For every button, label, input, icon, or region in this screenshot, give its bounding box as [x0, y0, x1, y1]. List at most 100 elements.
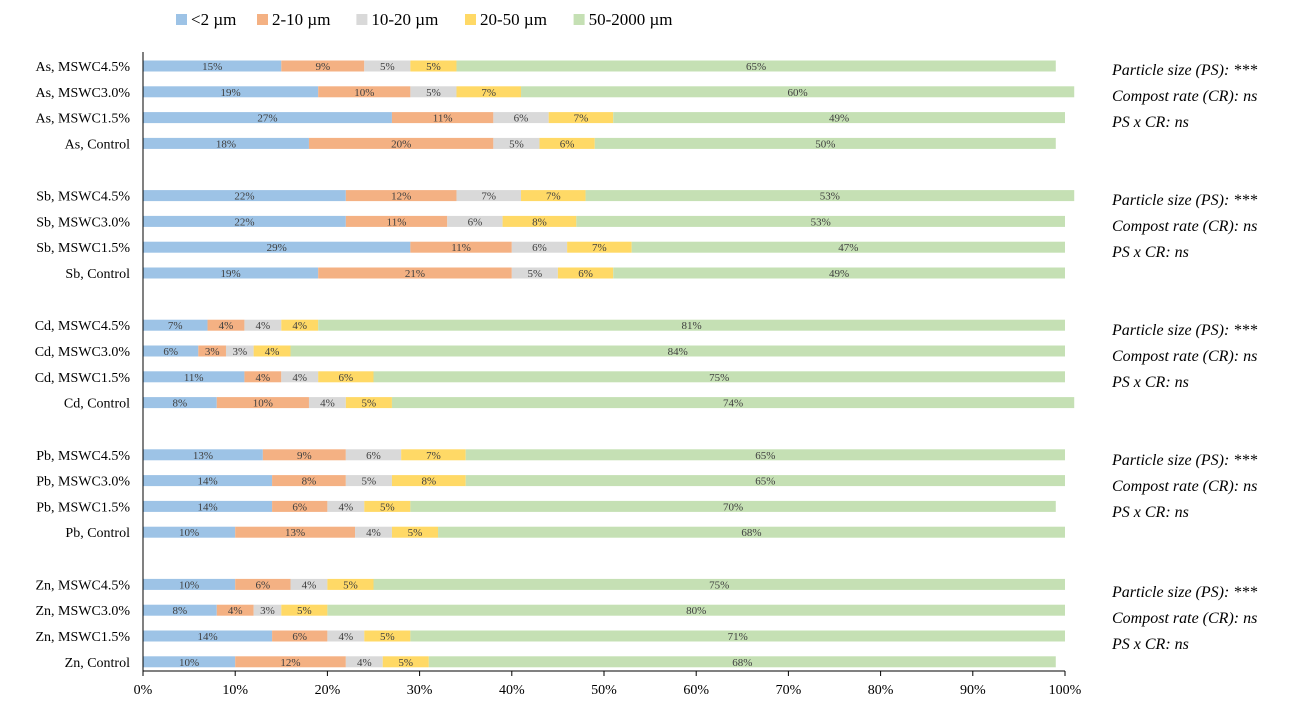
bar-segment — [401, 449, 466, 461]
x-tick-label: 40% — [499, 683, 525, 698]
legend-item: 20-50 µm — [465, 10, 547, 29]
data-label: 65% — [746, 61, 766, 73]
bar-segment — [143, 526, 236, 538]
data-label: 19% — [221, 87, 241, 99]
stats-annotation-sb: Particle size (PS): *** Compost rate (CR… — [1112, 188, 1257, 266]
bar-segment — [143, 319, 208, 331]
category-label: Zn, Control — [65, 656, 130, 671]
data-label: 4% — [357, 657, 372, 669]
stats-ps-line: Particle size (PS): *** — [1112, 452, 1258, 469]
bar-segment — [364, 630, 411, 642]
data-label: 8% — [302, 476, 317, 488]
bar-segment — [410, 60, 457, 72]
stats-cr-line: Compost rate (CR): ns — [1112, 610, 1258, 627]
bar-segment — [281, 60, 365, 72]
bar-segment — [373, 371, 1065, 383]
bar-segment — [345, 397, 392, 409]
data-label: 6% — [292, 501, 307, 513]
x-tick-label: 50% — [591, 683, 617, 698]
data-label: 7% — [168, 320, 183, 332]
stats-cr-line: Compost rate (CR): ns — [1112, 478, 1258, 495]
data-label: 6% — [578, 268, 593, 280]
data-label: 49% — [829, 268, 849, 280]
data-label: 47% — [838, 242, 858, 254]
data-label: 14% — [197, 631, 217, 643]
bar-segment — [594, 137, 1056, 149]
data-label: 22% — [234, 191, 254, 203]
bar-segment — [438, 526, 1065, 538]
bar-segment — [364, 60, 411, 72]
data-label: 49% — [829, 113, 849, 125]
bar-segment — [272, 500, 328, 512]
legend-swatch — [573, 14, 585, 25]
x-tick-label: 60% — [683, 683, 709, 698]
bar-segment — [143, 60, 282, 72]
bar-segment — [143, 215, 346, 227]
stats-ps-line: Particle size (PS): *** — [1112, 322, 1258, 339]
data-label: 68% — [732, 657, 752, 669]
data-label: 4% — [292, 372, 307, 384]
bar-segment — [253, 345, 291, 357]
stats-ps-line: Particle size (PS): *** — [1112, 192, 1258, 209]
data-label: 84% — [668, 346, 688, 358]
data-label: 8% — [532, 216, 547, 228]
x-tick-label: 20% — [315, 683, 341, 698]
bar-segment — [235, 656, 346, 668]
data-label: 7% — [592, 242, 607, 254]
data-label: 9% — [315, 61, 330, 73]
stats-annotation-zn: Particle size (PS): *** Compost rate (CR… — [1112, 580, 1257, 658]
stats-cr-line: Compost rate (CR): ns — [1112, 88, 1258, 105]
data-label: 6% — [468, 216, 483, 228]
stats-annotation-cd: Particle size (PS): *** Compost rate (CR… — [1112, 318, 1257, 396]
stats-interaction-line: PS x CR: ns — [1112, 374, 1189, 391]
data-label: 10% — [253, 398, 273, 410]
category-label: Sb, Control — [65, 267, 130, 282]
category-label: As, MSWC1.5% — [35, 112, 130, 127]
data-label: 5% — [380, 61, 395, 73]
bar-segment — [143, 656, 236, 668]
data-label: 9% — [297, 450, 312, 462]
stats-annotation-as: Particle size (PS): *** Compost rate (CR… — [1112, 58, 1257, 136]
bar-segment — [281, 319, 319, 331]
bar-segment — [143, 137, 309, 149]
bar-segment — [244, 319, 282, 331]
bar-segment — [465, 449, 1065, 461]
data-label: 6% — [163, 346, 178, 358]
data-label: 50% — [815, 138, 835, 150]
bar-segment — [281, 604, 328, 616]
data-label: 6% — [256, 579, 271, 591]
bar-segment — [290, 578, 328, 590]
data-label: 6% — [339, 372, 354, 384]
legend-swatch — [257, 14, 268, 25]
bar-segment — [410, 630, 1065, 642]
data-label: 13% — [193, 450, 213, 462]
bar-segment — [327, 630, 365, 642]
bar-segment — [382, 656, 429, 668]
category-label: Sb, MSWC1.5% — [36, 241, 130, 256]
bar-segment — [373, 578, 1065, 590]
data-label: 71% — [728, 631, 748, 643]
data-label: 15% — [202, 61, 222, 73]
bar-segment — [521, 86, 1075, 98]
data-label: 70% — [723, 501, 743, 513]
data-label: 8% — [173, 398, 188, 410]
legend-swatch — [356, 14, 368, 25]
category-label: Zn, MSWC4.5% — [36, 578, 131, 593]
data-label: 4% — [256, 320, 271, 332]
data-label: 7% — [546, 191, 561, 203]
bar-segment — [456, 86, 522, 98]
data-label: 14% — [197, 501, 217, 513]
data-label: 5% — [509, 138, 524, 150]
data-label: 4% — [228, 605, 243, 617]
bar-segment — [391, 526, 439, 538]
legend-label: 20-50 µm — [480, 10, 547, 29]
data-label: 14% — [197, 476, 217, 488]
bar-segment — [428, 656, 1056, 668]
category-label: Pb, Control — [65, 526, 130, 541]
stats-ps-line: Particle size (PS): *** — [1112, 584, 1258, 601]
x-tick-label: 70% — [776, 683, 802, 698]
data-label: 5% — [380, 631, 395, 643]
data-label: 7% — [426, 450, 441, 462]
data-label: 75% — [709, 372, 729, 384]
